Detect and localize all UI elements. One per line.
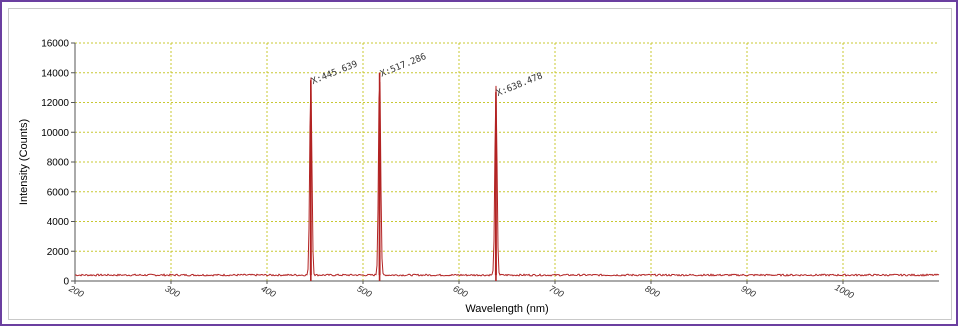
x-tick-label: 600 xyxy=(451,283,469,299)
y-tick-label: 16000 xyxy=(41,39,69,50)
x-axis-title: Wavelength (nm) xyxy=(465,303,548,315)
chart-panel: X:445.639 X:517.286 X:638.478 0 2000 4000 600… xyxy=(8,8,952,320)
x-tick-label: 900 xyxy=(739,283,757,299)
y-tick-label: 12000 xyxy=(41,98,69,109)
x-tick-label: 1000 xyxy=(833,282,855,300)
x-tick-label: 500 xyxy=(355,283,373,299)
x-tick-label: 200 xyxy=(67,283,86,299)
peak-label-3: X:638.478 xyxy=(495,71,544,99)
y-tick-labels: 0 2000 4000 6000 8000 10000 12000 14000 16000 xyxy=(41,39,75,288)
y-tick-label: 4000 xyxy=(47,217,70,228)
y-tick-label: 14000 xyxy=(41,68,69,79)
y-tick-label: 2000 xyxy=(47,247,70,258)
x-tick-label: 700 xyxy=(547,283,565,299)
y-tick-label: 0 xyxy=(63,277,69,288)
series-line-spectrum xyxy=(74,72,940,277)
x-tick-label: 400 xyxy=(259,283,277,299)
y-tick-label: 8000 xyxy=(47,158,70,169)
grid-layer xyxy=(74,42,939,281)
x-tick-label: 300 xyxy=(163,283,181,299)
y-axis-title: Intensity (Counts) xyxy=(18,119,30,205)
x-tick-labels: 200 300 400 500 600 700 800 900 1000 xyxy=(67,281,856,300)
y-tick-label: 6000 xyxy=(47,187,70,198)
y-tick-label: 10000 xyxy=(41,128,69,139)
peak-label-2: X:517.286 xyxy=(379,52,428,80)
x-tick-label: 800 xyxy=(643,283,661,299)
